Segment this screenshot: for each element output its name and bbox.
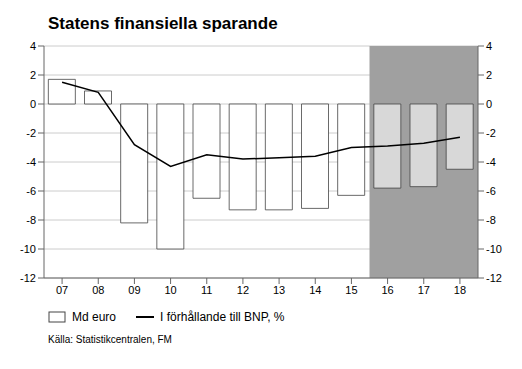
svg-text:-2: -2 <box>26 127 36 139</box>
svg-text:0: 0 <box>486 98 492 110</box>
svg-text:-2: -2 <box>486 127 496 139</box>
svg-text:17: 17 <box>418 284 430 296</box>
svg-text:-12: -12 <box>20 272 36 284</box>
svg-text:-6: -6 <box>486 185 496 197</box>
html-text:Statens finansiella sparande: Statens finansiella sparande <box>48 14 278 33</box>
svg-text:-10: -10 <box>20 243 36 255</box>
svg-text:14: 14 <box>309 284 321 296</box>
svg-text:11: 11 <box>201 284 212 296</box>
svg-text:18: 18 <box>454 284 466 296</box>
svg-text:15: 15 <box>345 284 357 296</box>
svg-text:4: 4 <box>30 40 36 52</box>
svg-text:-10: -10 <box>486 243 502 255</box>
svg-text:12: 12 <box>237 284 249 296</box>
svg-text:08: 08 <box>92 284 104 296</box>
svg-text:-8: -8 <box>486 214 496 226</box>
svg-text:-12: -12 <box>486 272 502 284</box>
svg-text:10: 10 <box>164 284 176 296</box>
svg-text:2: 2 <box>30 69 36 81</box>
svg-text:0: 0 <box>30 98 36 110</box>
svg-text:07: 07 <box>56 284 68 296</box>
svg-text:13: 13 <box>273 284 285 296</box>
svg-text:-6: -6 <box>26 185 36 197</box>
svg-text:-8: -8 <box>26 214 36 226</box>
svg-text:16: 16 <box>381 284 393 296</box>
svg-text:-4: -4 <box>26 156 36 168</box>
svg-text:2: 2 <box>486 69 492 81</box>
html-text:Källa: Statistikcentralen, FM: Källa: Statistikcentralen, FM <box>48 334 172 345</box>
html-text:Md euro: Md euro <box>72 310 116 324</box>
svg-text:-4: -4 <box>486 156 496 168</box>
svg-text:09: 09 <box>128 284 140 296</box>
html-text:I förhållande till BNP, %: I förhållande till BNP, % <box>160 310 285 324</box>
svg-text:4: 4 <box>486 40 492 52</box>
